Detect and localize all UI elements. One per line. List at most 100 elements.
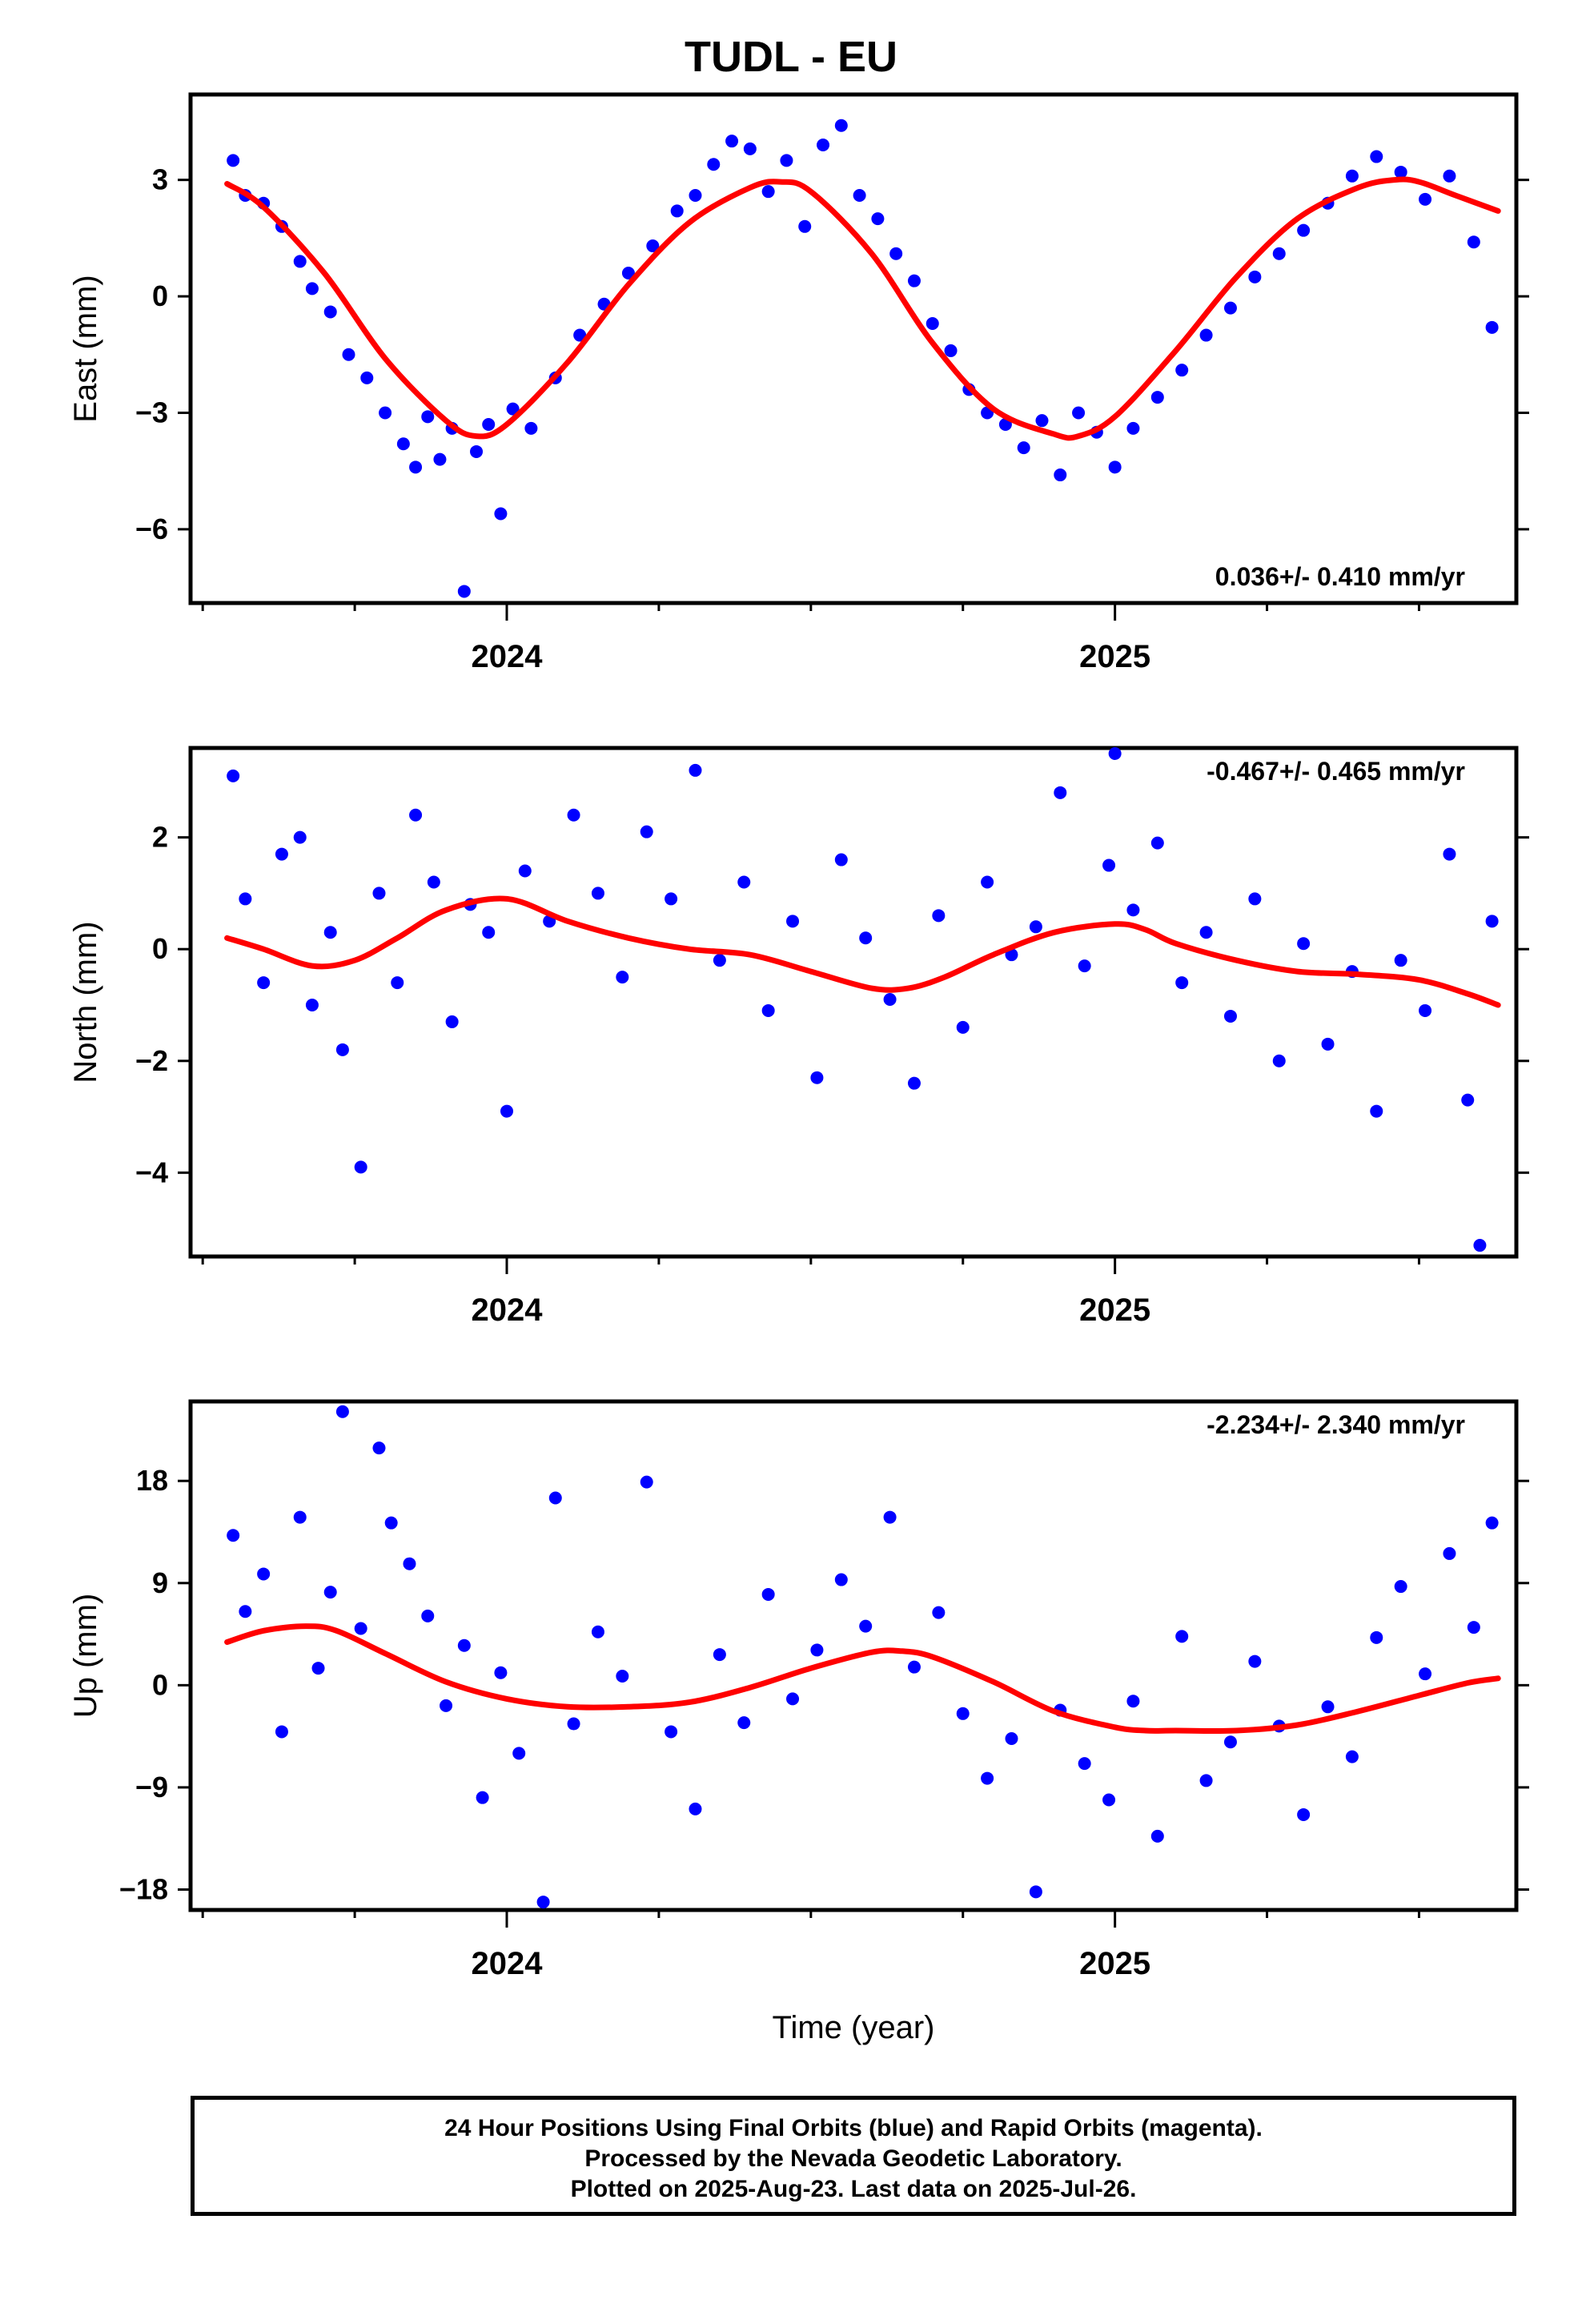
chart-title: TUDL - EU: [685, 33, 897, 81]
data-point: [391, 976, 404, 990]
data-point: [506, 402, 520, 416]
data-point: [932, 909, 946, 923]
data-point: [1102, 858, 1116, 872]
data-point: [761, 185, 775, 199]
data-point: [640, 825, 653, 838]
data-point: [713, 1648, 726, 1662]
data-point: [859, 1619, 873, 1633]
data-point: [810, 1071, 824, 1084]
data-point: [1443, 1546, 1456, 1560]
fit-curve: [224, 1623, 1501, 1735]
data-point: [1005, 1731, 1018, 1745]
data-point: [1175, 1630, 1189, 1643]
y-tick-label: −4: [135, 1156, 168, 1188]
data-point: [1199, 1774, 1213, 1787]
fit-curve: [224, 176, 1501, 441]
data-point: [1272, 1054, 1286, 1068]
data-point: [1394, 954, 1407, 967]
data-point: [335, 1043, 349, 1056]
data-point: [494, 1666, 508, 1679]
data-point: [1370, 150, 1383, 163]
data-point: [689, 763, 702, 777]
data-point: [1345, 169, 1359, 183]
data-point: [293, 255, 307, 268]
data-point: [500, 1104, 514, 1118]
data-point: [323, 926, 337, 939]
data-point: [798, 219, 812, 233]
data-point: [707, 158, 721, 171]
data-point: [1102, 1793, 1116, 1807]
data-point: [573, 328, 587, 342]
data-point: [1370, 1630, 1383, 1644]
data-point: [335, 1405, 349, 1418]
data-point: [640, 1475, 653, 1489]
plot-frame-2: [188, 1399, 1519, 1912]
data-point: [323, 305, 337, 319]
data-point: [944, 344, 958, 357]
data-point: [323, 1586, 337, 1599]
data-point: [883, 1510, 897, 1524]
data-point: [737, 875, 751, 889]
x-tick-label: 2025: [1079, 1946, 1150, 1981]
data-point: [1272, 247, 1286, 260]
data-point: [1394, 1580, 1407, 1594]
data-point: [1150, 1829, 1164, 1843]
data-point: [403, 1557, 416, 1570]
data-point: [871, 212, 885, 226]
data-point: [536, 1896, 550, 1909]
rate-annotation: -2.234+/- 2.340 mm/yr: [1207, 1410, 1465, 1439]
data-point: [665, 892, 678, 906]
data-point: [853, 189, 866, 203]
data-point: [1419, 1003, 1432, 1017]
data-point: [621, 266, 635, 279]
data-point: [907, 1076, 921, 1090]
data-point: [354, 1160, 367, 1174]
data-point: [737, 1716, 751, 1730]
data-point: [409, 808, 423, 822]
data-point: [396, 437, 410, 451]
data-point: [1443, 847, 1456, 861]
y-tick-label: 9: [152, 1566, 168, 1599]
footer-caption: 24 Hour Positions Using Final Orbits (bl…: [191, 2096, 1516, 2216]
data-point: [761, 1587, 775, 1601]
data-point: [305, 282, 319, 296]
data-point: [1108, 746, 1122, 760]
y-axis-label: Up (mm): [68, 1594, 103, 1719]
data-point: [1150, 391, 1164, 404]
data-point: [567, 808, 580, 822]
data-point: [956, 1707, 970, 1720]
data-point: [1443, 169, 1456, 183]
rate-annotation: 0.036+/- 0.410 mm/yr: [1215, 562, 1465, 591]
y-tick-label: −9: [135, 1771, 168, 1803]
data-point: [883, 993, 897, 1007]
data-point: [1029, 920, 1042, 934]
data-point: [512, 1747, 526, 1760]
data-point: [926, 316, 939, 330]
data-point: [524, 421, 538, 435]
data-point: [227, 1529, 240, 1542]
data-point: [713, 954, 726, 967]
y-tick-label: −6: [135, 513, 168, 545]
data-point: [591, 887, 604, 900]
data-point: [834, 1573, 848, 1586]
data-point: [1017, 441, 1030, 455]
data-point: [457, 585, 471, 598]
data-point: [907, 1660, 921, 1674]
y-tick-label: 2: [152, 821, 168, 854]
data-point: [1054, 468, 1067, 482]
data-point: [239, 1605, 252, 1618]
plot-frame-0: [188, 92, 1519, 605]
data-point: [227, 769, 240, 782]
data-point: [518, 864, 532, 878]
y-tick-label: −18: [119, 1872, 168, 1905]
data-point: [476, 1791, 489, 1804]
data-point: [1473, 1239, 1487, 1252]
data-point: [1078, 959, 1091, 973]
data-point: [780, 154, 793, 167]
data-point: [665, 1725, 678, 1739]
y-tick-label: 0: [152, 932, 168, 965]
data-point: [1394, 165, 1407, 179]
data-point: [786, 1692, 800, 1706]
x-tick-label: 2024: [472, 639, 544, 674]
